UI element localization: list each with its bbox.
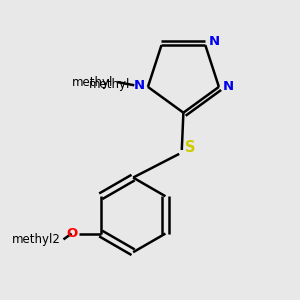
Text: O: O — [66, 227, 77, 240]
Text: S: S — [184, 140, 195, 155]
Text: methyl: methyl — [72, 76, 113, 88]
Text: methyl: methyl — [89, 78, 130, 91]
Text: N: N — [209, 35, 220, 48]
Text: N: N — [133, 79, 144, 92]
Text: N: N — [223, 80, 234, 93]
Text: methyl2: methyl2 — [12, 233, 61, 246]
